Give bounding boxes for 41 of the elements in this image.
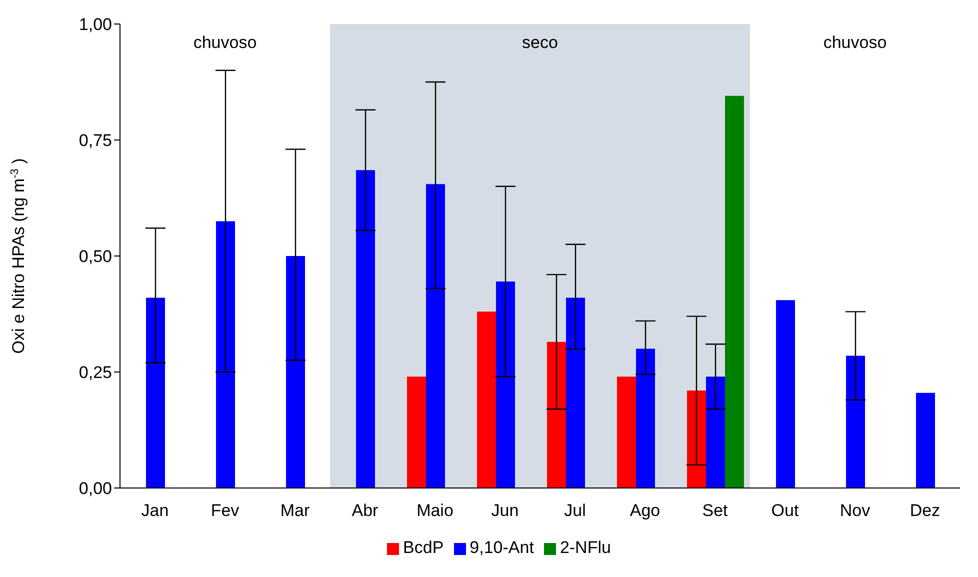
x-tick-label: Ago bbox=[630, 501, 660, 520]
legend-label: BcdP bbox=[403, 538, 444, 557]
x-tick-label: Jan bbox=[141, 501, 169, 520]
legend-label: 9,10-Ant bbox=[470, 538, 534, 557]
bar bbox=[496, 282, 515, 488]
bar bbox=[356, 170, 375, 488]
bar bbox=[725, 96, 744, 488]
legend-label: 2-NFlu bbox=[560, 538, 611, 557]
x-tick-label: Jun bbox=[491, 501, 519, 520]
bar bbox=[706, 376, 725, 488]
bar bbox=[547, 342, 566, 488]
bar bbox=[916, 392, 935, 488]
bar bbox=[477, 312, 496, 488]
bar bbox=[146, 298, 165, 488]
bar bbox=[216, 221, 235, 488]
x-tick-label: Maio bbox=[416, 501, 454, 520]
y-tick-label: 0,75 bbox=[78, 131, 112, 150]
x-tick-label: Jul bbox=[564, 501, 586, 520]
x-tick-label: Dez bbox=[910, 501, 940, 520]
band-label: seco bbox=[522, 33, 558, 52]
annotation: chuvoso bbox=[193, 33, 257, 52]
x-tick-label: Set bbox=[702, 501, 728, 520]
bar bbox=[407, 376, 426, 488]
annotation: chuvoso bbox=[823, 33, 887, 52]
bar bbox=[286, 256, 305, 488]
bar bbox=[617, 376, 636, 488]
bar bbox=[426, 184, 445, 488]
y-tick-label: 0,25 bbox=[78, 363, 112, 382]
bar bbox=[846, 356, 865, 488]
x-tick-label: Fev bbox=[210, 501, 240, 520]
y-tick-label: 0,50 bbox=[78, 247, 112, 266]
y-tick-label: 0,00 bbox=[78, 479, 112, 498]
bar bbox=[687, 390, 706, 488]
y-tick-label: 1,00 bbox=[78, 15, 112, 34]
x-tick-label: Nov bbox=[840, 501, 871, 520]
x-tick-label: Abr bbox=[352, 501, 379, 520]
bar bbox=[636, 348, 655, 488]
bar bbox=[566, 298, 585, 488]
x-tick-label: Out bbox=[771, 501, 799, 520]
bar bbox=[776, 300, 795, 488]
x-tick-label: Mar bbox=[280, 501, 310, 520]
